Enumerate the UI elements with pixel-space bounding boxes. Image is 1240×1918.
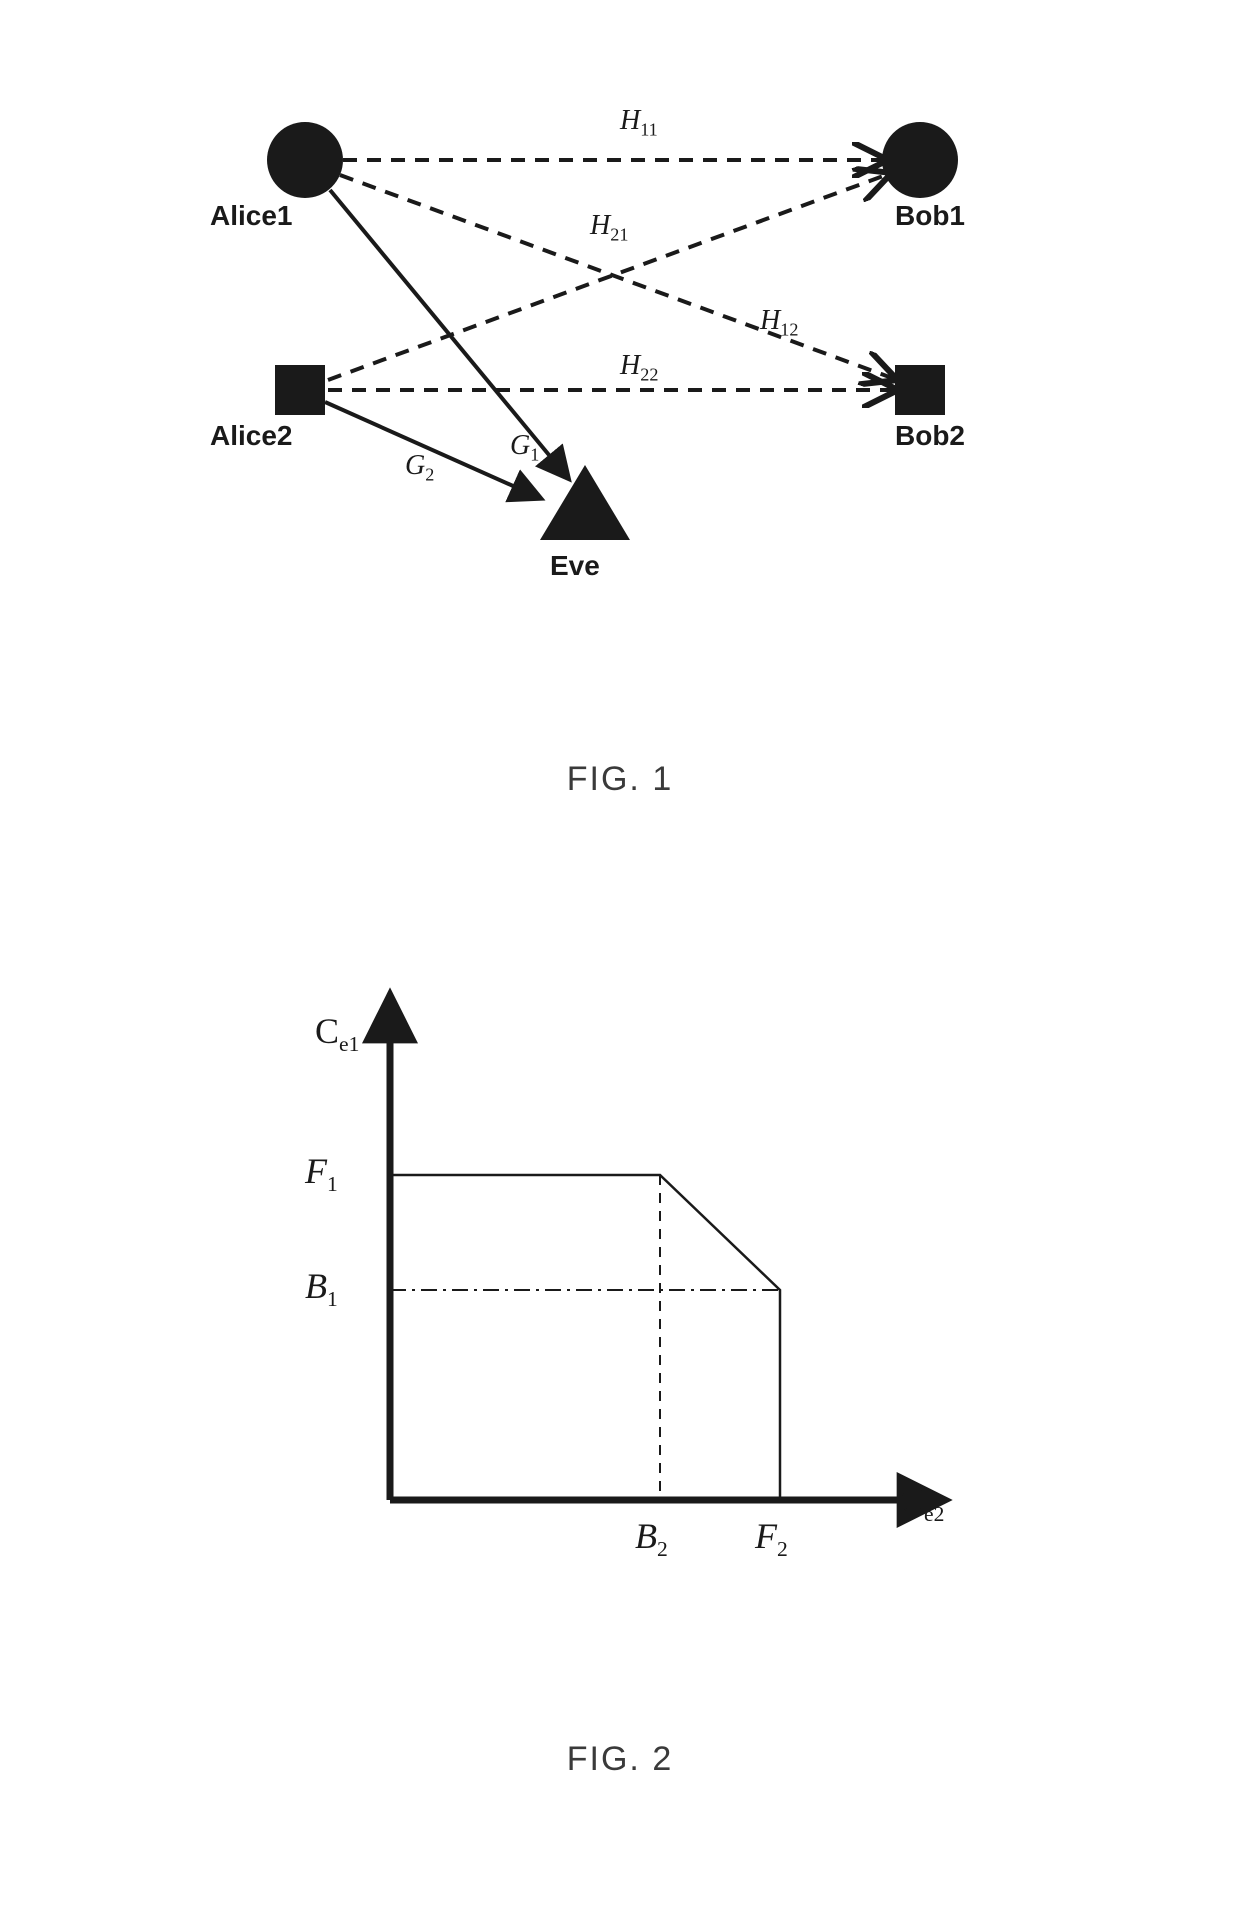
region-boundary — [390, 1175, 780, 1500]
label-bob2: Bob2 — [895, 420, 965, 452]
label-h12: H12 — [760, 305, 798, 341]
node-eve — [540, 465, 630, 540]
label-eve: Eve — [550, 550, 600, 582]
tick-f1: F1 — [305, 1150, 338, 1197]
figure-2: Ce1 Ce2 F1 B1 B2 F2 — [260, 960, 980, 1600]
node-bob1 — [882, 122, 958, 198]
label-alice1: Alice1 — [210, 200, 293, 232]
node-alice2 — [275, 365, 325, 415]
label-g1: G1 — [510, 430, 539, 466]
tick-b1: B1 — [305, 1265, 338, 1312]
label-bob1: Bob1 — [895, 200, 965, 232]
label-h21: H21 — [590, 210, 628, 246]
figure-1: Alice1 Alice2 Bob1 Bob2 Eve H11 H21 H12 … — [200, 80, 1020, 620]
tick-f2: F2 — [755, 1515, 788, 1562]
x-axis-label: Ce2 — [900, 1480, 944, 1527]
edge-h21 — [340, 175, 892, 378]
node-bob2 — [895, 365, 945, 415]
fig1-svg — [200, 80, 1020, 620]
label-g2: G2 — [405, 450, 434, 486]
label-alice2: Alice2 — [210, 420, 293, 452]
edge-h12 — [328, 175, 886, 380]
y-axis-label: Ce1 — [315, 1010, 359, 1057]
label-h11: H11 — [620, 105, 658, 141]
fig2-svg — [260, 960, 980, 1600]
fig2-caption: FIG. 2 — [0, 1740, 1240, 1779]
node-alice1 — [267, 122, 343, 198]
tick-b2: B2 — [635, 1515, 668, 1562]
fig1-caption: FIG. 1 — [0, 760, 1240, 799]
label-h22: H22 — [620, 350, 658, 386]
